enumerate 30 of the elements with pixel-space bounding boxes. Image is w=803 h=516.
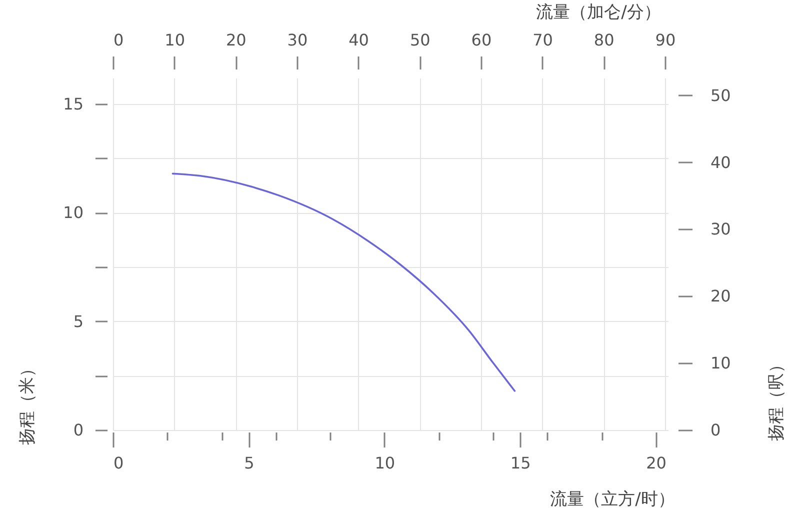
y-tick-label: 5 xyxy=(73,312,84,331)
x-tick-label: 15 xyxy=(510,454,531,472)
y2-axis-title: 扬程（呎） xyxy=(766,356,786,441)
y-tick-label: 0 xyxy=(73,420,84,440)
x2-tick-label: 30 xyxy=(287,30,308,50)
x2-tick-label: 60 xyxy=(471,30,492,50)
x-tick-label: 10 xyxy=(374,454,396,472)
x-axis-title: 流量（立方/时） xyxy=(550,490,675,510)
x2-tick-label: 40 xyxy=(348,30,369,50)
x2-tick-label: 10 xyxy=(164,30,186,50)
y2-tick-label: 10 xyxy=(710,354,731,373)
y2-tick-label: 0 xyxy=(710,420,721,440)
y2-tick-label: 40 xyxy=(710,152,731,172)
x2-tick-label: 70 xyxy=(532,30,553,50)
y-tick-label: 10 xyxy=(63,203,84,222)
x-tick-label: 20 xyxy=(646,454,666,472)
x2-tick-label: 90 xyxy=(655,30,676,50)
x-tick-label: 5 xyxy=(244,454,254,472)
y2-tick-label: 20 xyxy=(710,286,731,306)
x2-tick-label: 20 xyxy=(226,30,246,50)
y2-tick-label: 50 xyxy=(710,86,731,105)
x2-tick-label: 80 xyxy=(594,30,614,50)
y-axis-title: 扬程（米） xyxy=(18,360,38,445)
line-series xyxy=(172,172,516,392)
x2-tick-label: 50 xyxy=(410,30,430,50)
y2-tick-label: 30 xyxy=(710,220,731,239)
x2-axis-title: 流量（加仑/分） xyxy=(536,2,661,22)
x-tick-label: 0 xyxy=(114,454,124,472)
y-tick-label: 15 xyxy=(63,94,84,114)
x2-tick-label: 0 xyxy=(114,30,124,50)
